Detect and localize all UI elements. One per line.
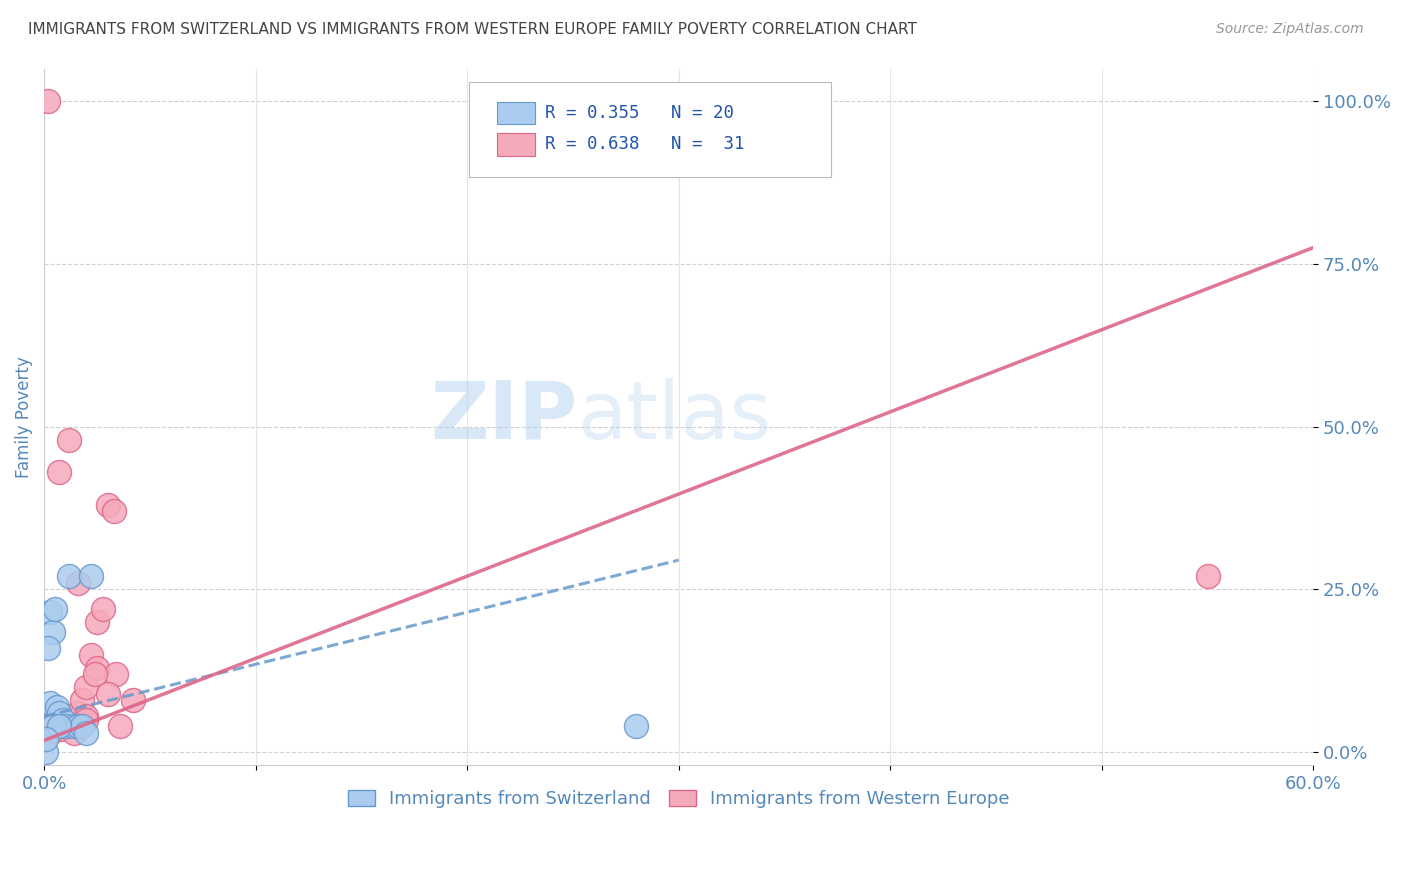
Point [39,697,62,711]
Point [75,725,97,739]
Point [41,624,63,639]
Point [53,719,76,733]
Point [97,687,120,701]
Point [83,667,105,681]
Point [39,725,62,739]
Point [58,719,80,733]
Point [110,719,132,733]
Point [52,713,75,727]
Point [1197,569,1219,583]
Point [58,569,80,583]
Point [35,745,58,759]
Point [37,640,59,655]
Text: ZIP: ZIP [430,378,576,456]
Point [70,693,93,707]
Point [35,719,58,733]
Point [79,569,101,583]
Point [66,706,89,720]
Legend: Immigrants from Switzerland, Immigrants from Western Europe: Immigrants from Switzerland, Immigrants … [340,782,1017,815]
Point [39,605,62,619]
Point [86,660,108,674]
Point [44,602,66,616]
Text: Source: ZipAtlas.com: Source: ZipAtlas.com [1216,22,1364,37]
Point [41,719,63,733]
Point [75,713,97,727]
Point [58,433,80,447]
Point [45,713,67,727]
FancyBboxPatch shape [470,82,831,177]
Point [48,719,70,733]
Text: atlas: atlas [576,378,772,456]
Point [66,575,89,590]
Point [35,732,58,747]
Point [62,725,84,739]
Point [79,648,101,662]
Point [49,723,72,737]
Text: IMMIGRANTS FROM SWITZERLAND VS IMMIGRANTS FROM WESTERN EUROPE FAMILY POVERTY COR: IMMIGRANTS FROM SWITZERLAND VS IMMIGRANT… [28,22,917,37]
Point [105,667,128,681]
Point [48,465,70,479]
Point [86,615,108,629]
Point [45,699,67,714]
FancyBboxPatch shape [498,102,536,124]
Point [70,719,93,733]
Point [75,709,97,723]
Point [103,504,125,518]
Point [62,719,84,733]
Point [53,719,76,733]
Point [626,719,648,733]
Point [66,719,89,733]
FancyBboxPatch shape [498,133,536,155]
Point [48,706,70,720]
Point [91,602,114,616]
Point [37,94,59,108]
Text: R = 0.355   N = 20: R = 0.355 N = 20 [546,104,734,122]
Point [62,713,84,727]
Y-axis label: Family Poverty: Family Poverty [15,356,32,478]
Point [122,693,145,707]
Text: R = 0.638   N =  31: R = 0.638 N = 31 [546,136,745,153]
Point [37,723,59,737]
Point [41,723,63,737]
Point [75,680,97,694]
Point [97,498,120,512]
